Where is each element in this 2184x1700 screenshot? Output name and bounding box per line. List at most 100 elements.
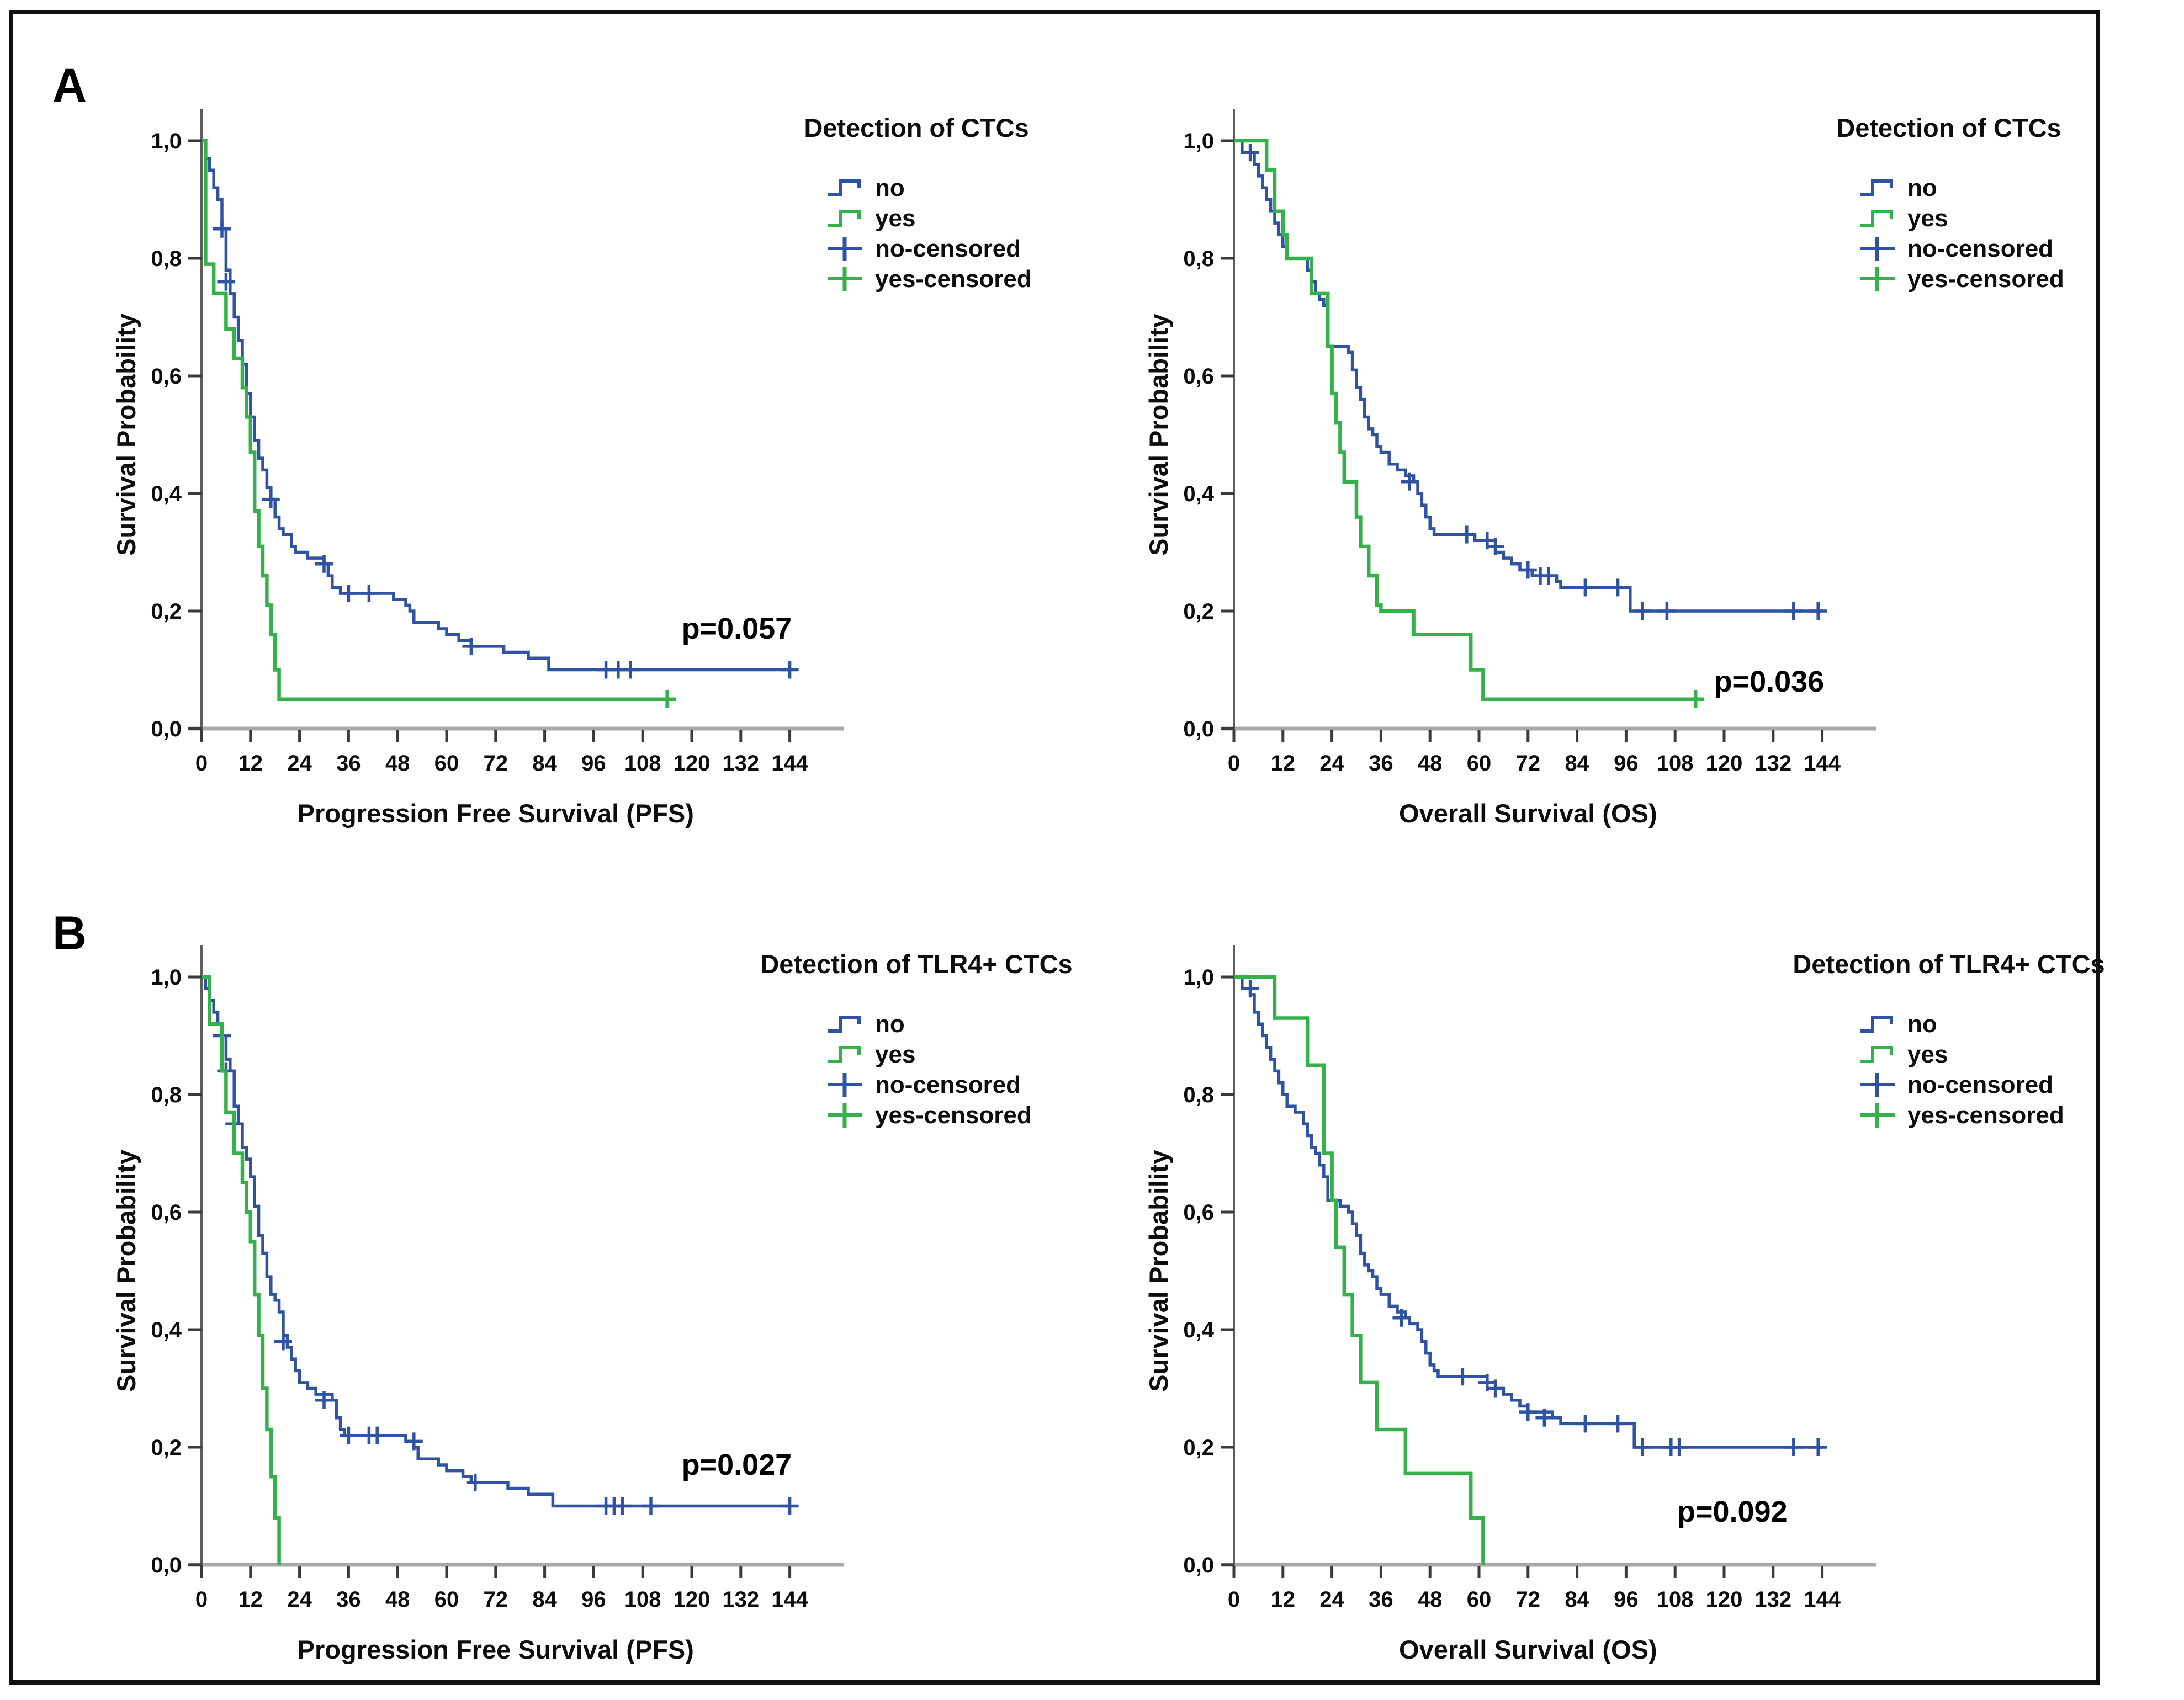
legend-step-symbol-yes xyxy=(1860,210,1893,227)
legend-item-no-censored: no-censored xyxy=(1860,235,2053,262)
censor-mark-no xyxy=(1241,980,1259,998)
censor-mark-no xyxy=(1392,1309,1411,1327)
x-tick-label: 72 xyxy=(484,751,508,775)
series-yes-curve xyxy=(1234,139,1696,701)
legend-item-yes: yes xyxy=(1860,205,1948,232)
y-tick-label: 0,8 xyxy=(1183,1083,1214,1107)
legend-item-no-censored: no-censored xyxy=(828,1071,1021,1098)
censor-mark-no xyxy=(462,637,480,655)
legend-step-symbol-no xyxy=(828,179,861,196)
censor-mark-no xyxy=(340,585,358,603)
legend-step-symbol-no xyxy=(828,1016,861,1033)
censor-mark-no xyxy=(781,1497,799,1515)
x-axis-title: Overall Survival (OS) xyxy=(1399,1635,1657,1664)
legend-item-label: no-censored xyxy=(875,235,1021,262)
x-tick-label: 0 xyxy=(195,751,208,775)
y-tick-label: 0,4 xyxy=(1183,1318,1214,1342)
x-tick-label: 120 xyxy=(1706,1587,1743,1612)
x-tick-label: 96 xyxy=(581,1587,606,1612)
legend-item-yes-censored: yes-censored xyxy=(828,1102,1032,1129)
series-no-curve xyxy=(1234,975,1822,1449)
legend-item-label: yes xyxy=(1907,1041,1948,1068)
censor-mark-no xyxy=(315,1391,333,1409)
censor-mark-no xyxy=(1784,602,1803,620)
x-tick-label: 48 xyxy=(385,1587,410,1612)
censor-mark-no xyxy=(1784,1438,1803,1456)
censor-mark-no xyxy=(1539,567,1557,585)
x-tick-label: 60 xyxy=(434,751,459,775)
y-axis-title: Survival Probability xyxy=(1144,314,1173,556)
x-tick-label: 48 xyxy=(385,751,410,775)
y-tick-label: 0,8 xyxy=(1183,247,1214,271)
x-axis-title: Progression Free Survival (PFS) xyxy=(298,1635,694,1664)
censor-mark-no xyxy=(1576,1415,1594,1433)
censor-mark-yes xyxy=(658,690,676,708)
x-tick-label: 132 xyxy=(722,751,759,775)
legend-item-yes-censored: yes-censored xyxy=(1860,265,2064,293)
legend: Detection of TLR4+ CTCs no yes no-censored y… xyxy=(1793,949,2105,1129)
b_os-plot: 1,0 0,8 0,6 0,4 0,2 0,0 0 12 24 36 48 60 72 84 96 108 12… xyxy=(1144,945,2105,1664)
censor-mark-no xyxy=(1609,578,1627,597)
x-tick-label: 0 xyxy=(1228,1587,1240,1612)
censor-mark-yes xyxy=(1687,690,1705,708)
legend: Detection of CTCs no yes no-censored yes-cen… xyxy=(1836,113,2064,293)
x-axis-title: Overall Survival (OS) xyxy=(1399,799,1657,828)
legend-step-symbol-no xyxy=(1860,179,1893,196)
x-tick-label: 84 xyxy=(532,751,557,775)
y-tick-label: 0,2 xyxy=(1183,1436,1214,1460)
censor-mark-no xyxy=(1519,561,1537,579)
x-tick-label: 120 xyxy=(1706,751,1743,775)
series-no-curve xyxy=(1234,139,1822,613)
censor-mark-no xyxy=(781,661,799,679)
y-tick-label: 0,8 xyxy=(151,247,182,271)
legend-item-label: yes xyxy=(875,1041,915,1068)
y-tick-label: 0,2 xyxy=(151,599,182,624)
censor-mark-no xyxy=(1809,1438,1827,1456)
y-tick-label: 0,6 xyxy=(1183,364,1214,389)
y-tick-label: 1,0 xyxy=(1183,965,1214,990)
censor-mark-no xyxy=(1670,1438,1688,1456)
legend-item-label: no-censored xyxy=(1907,235,2053,262)
x-tick-label: 12 xyxy=(1271,751,1296,775)
x-tick-label: 12 xyxy=(238,1587,263,1612)
censor-mark-no xyxy=(1486,537,1504,555)
chart-a-pfs-ctc: 1,0 0,8 0,6 0,4 0,2 0,0 0 12 24 36 48 60 72 84 96 108 12… xyxy=(33,77,1082,905)
censor-mark-no xyxy=(1609,1415,1627,1433)
x-tick-label: 12 xyxy=(1271,1587,1296,1612)
censor-mark-no xyxy=(360,585,378,603)
x-tick-label: 120 xyxy=(674,751,711,775)
x-tick-label: 108 xyxy=(1657,751,1694,775)
legend-item-label: yes-censored xyxy=(1907,265,2064,293)
legend-item-label: yes xyxy=(875,205,915,232)
x-tick-label: 132 xyxy=(1754,1587,1791,1612)
x-tick-label: 84 xyxy=(532,1587,557,1612)
legend-item-yes-censored: yes-censored xyxy=(1860,1102,2064,1129)
censor-mark-no xyxy=(274,1332,292,1351)
chart-b-os-tlr4-ctc: 1,0 0,8 0,6 0,4 0,2 0,0 0 12 24 36 48 60 72 84 96 108 12… xyxy=(1066,913,2114,1700)
censor-mark-no xyxy=(315,555,333,573)
x-tick-label: 24 xyxy=(1319,751,1344,775)
y-tick-label: 1,0 xyxy=(1183,129,1214,153)
x-tick-label: 36 xyxy=(1369,751,1393,775)
legend-item-no-censored: no-censored xyxy=(1860,1071,2053,1098)
x-tick-label: 72 xyxy=(1516,1587,1541,1612)
y-tick-label: 0,6 xyxy=(151,1200,182,1225)
y-axis-title: Survival Probability xyxy=(1144,1150,1173,1392)
y-tick-label: 0,4 xyxy=(1183,482,1214,506)
series-yes-curve xyxy=(1234,975,1485,1565)
censor-mark-no xyxy=(1576,578,1594,597)
legend-item-yes: yes xyxy=(828,1041,915,1068)
a_os-plot: 1,0 0,8 0,6 0,4 0,2 0,0 0 12 24 36 48 60 72 84 96 108 12… xyxy=(1144,109,2064,828)
legend-step-symbol-yes xyxy=(1860,1046,1893,1063)
censor-mark-no xyxy=(1634,602,1651,620)
censor-mark-no xyxy=(1519,1403,1537,1421)
series-yes-curve xyxy=(202,139,667,701)
x-axis-title: Progression Free Survival (PFS) xyxy=(298,799,694,828)
legend: Detection of CTCs no yes no-censored yes-cen… xyxy=(804,113,1031,293)
chart-b-pfs-tlr4-ctc: 1,0 0,8 0,6 0,4 0,2 0,0 0 12 24 36 48 60 72 84 96 108 12… xyxy=(33,913,1082,1700)
x-tick-label: 36 xyxy=(1369,1587,1393,1612)
p-value-label: p=0.057 xyxy=(682,612,792,645)
legend-title: Detection of CTCs xyxy=(1836,113,2061,142)
censor-mark-no xyxy=(1457,525,1476,544)
x-tick-label: 84 xyxy=(1565,1587,1589,1612)
